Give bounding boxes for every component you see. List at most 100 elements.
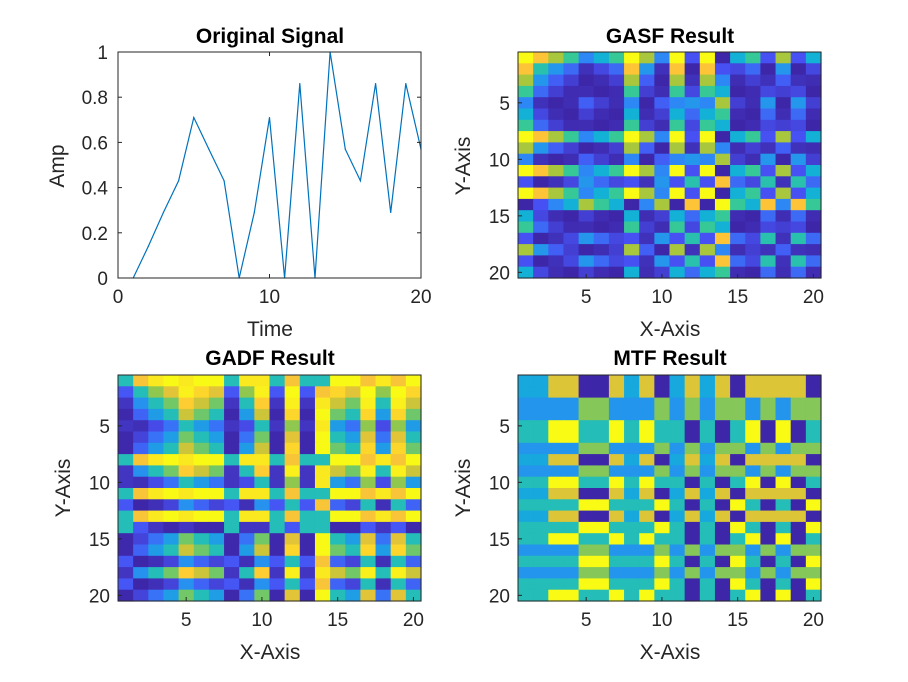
- gadf-cell: [239, 567, 255, 579]
- gadf-cell: [284, 510, 301, 523]
- x-tick-label: 20: [803, 287, 824, 308]
- mtf-cell: [699, 408, 716, 421]
- mtf-cell: [699, 476, 716, 489]
- gadf-cell: [208, 386, 225, 399]
- gasf-cell: [760, 165, 777, 177]
- mtf-cell: [805, 476, 822, 489]
- mtf-cell: [578, 386, 595, 399]
- gasf-cell: [669, 221, 686, 234]
- mtf-cell: [699, 375, 716, 387]
- mtf-cell: [714, 386, 731, 399]
- gadf-cell: [133, 454, 149, 466]
- gasf-cell: [745, 108, 761, 121]
- mtf-cell: [790, 521, 807, 534]
- gadf-cell: [193, 589, 210, 602]
- gadf-cell: [254, 544, 271, 557]
- gasf-cell: [699, 187, 716, 200]
- gadf-cell: [284, 454, 301, 466]
- gadf-cell: [375, 442, 392, 455]
- gasf-cell: [790, 153, 807, 166]
- gadf-cell: [299, 567, 316, 579]
- gasf-cell: [760, 266, 777, 279]
- mtf-cell: [639, 454, 655, 466]
- gasf-cell: [730, 131, 746, 143]
- mtf-cell: [760, 521, 777, 534]
- original-signal-ylabel: Amp: [46, 144, 69, 187]
- gasf-cell: [760, 232, 777, 245]
- gadf-cell: [193, 454, 210, 466]
- x-tick-label: 15: [727, 287, 748, 308]
- gasf-cell: [563, 266, 580, 279]
- gasf-cell: [639, 198, 655, 211]
- gasf-cell: [639, 131, 655, 143]
- gadf-cell: [254, 578, 271, 591]
- gasf-cell: [684, 244, 701, 256]
- gadf-cell: [330, 544, 346, 557]
- gadf-cell: [118, 544, 134, 557]
- gasf-cell: [745, 232, 761, 245]
- gadf-cell: [284, 408, 301, 421]
- gadf-cell: [239, 499, 255, 512]
- gasf-cell: [639, 266, 655, 279]
- mtf-cell: [563, 589, 580, 602]
- gadf-cell: [269, 420, 286, 433]
- mtf-cell: [593, 488, 610, 500]
- gadf-cell: [390, 476, 407, 489]
- mtf-cell: [790, 386, 807, 399]
- mtf-cell: [699, 499, 716, 512]
- gasf-cell: [608, 108, 625, 121]
- gasf-cell: [714, 153, 731, 166]
- gadf-cell: [299, 408, 316, 421]
- gadf-cell: [118, 521, 134, 534]
- gasf-cell: [714, 74, 731, 87]
- gasf-cell: [578, 153, 595, 166]
- mtf-cell: [684, 375, 701, 387]
- gasf-cell: [654, 176, 671, 189]
- gadf-cell: [390, 454, 407, 466]
- gasf-cell: [593, 97, 610, 110]
- gadf-plot: GADF Result X-Axis Y-Axis 5 10 15 20 5 10 15 20: [52, 347, 424, 664]
- mtf-cell: [593, 375, 610, 387]
- gasf-cell: [775, 97, 792, 110]
- gadf-cell: [239, 397, 255, 410]
- gasf-cell: [624, 74, 640, 87]
- gadf-cell: [224, 567, 240, 579]
- gadf-cell: [330, 408, 346, 421]
- mtf-cell: [790, 567, 807, 579]
- gadf-cell: [390, 465, 407, 478]
- gasf-cell: [684, 165, 701, 177]
- axes-frame: [517, 374, 822, 602]
- mtf-cell: [608, 431, 625, 444]
- gadf-cell: [163, 420, 180, 433]
- gadf-cell: [390, 499, 407, 512]
- gadf-cell: [224, 533, 240, 546]
- gasf-cell: [745, 52, 761, 64]
- gasf-cell: [684, 176, 701, 189]
- gadf-cell: [148, 510, 165, 523]
- y-tick-label: 0.8: [82, 88, 108, 109]
- gasf-cell: [699, 210, 716, 223]
- gadf-cell: [345, 454, 361, 466]
- gasf-cell: [654, 97, 671, 110]
- mtf-cell: [548, 442, 565, 455]
- gasf-cell: [805, 153, 822, 166]
- gasf-cell: [533, 85, 549, 98]
- mtf-cell: [608, 521, 625, 534]
- gasf-cell: [578, 244, 595, 256]
- mtf-marks: 5 10 15 20 5 10 15 20: [489, 374, 824, 631]
- mtf-cell: [518, 442, 534, 455]
- gasf-cell: [563, 119, 580, 132]
- gasf-cell: [608, 119, 625, 132]
- gasf-cell: [608, 74, 625, 87]
- gadf-cell: [208, 578, 225, 591]
- mtf-cell: [684, 589, 701, 602]
- gasf-cell: [760, 97, 777, 110]
- gasf-cell: [684, 119, 701, 132]
- mtf-cell: [533, 544, 549, 557]
- mtf-cell: [669, 476, 686, 489]
- mtf-cell: [548, 454, 565, 466]
- gasf-cell: [669, 131, 686, 143]
- gadf-cell: [148, 533, 165, 546]
- mtf-cell: [548, 521, 565, 534]
- gadf-cell: [360, 442, 377, 455]
